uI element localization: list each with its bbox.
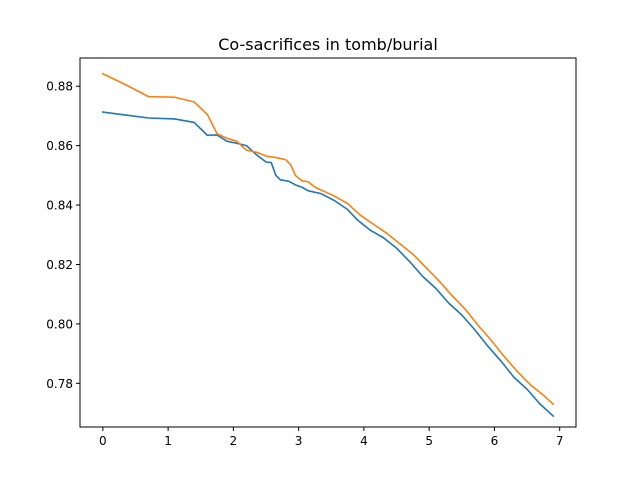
y-tick-label: 0.86 <box>46 139 73 153</box>
y-tick-label: 0.82 <box>46 258 73 272</box>
x-tick-label: 2 <box>230 434 238 448</box>
series-layer <box>101 72 555 418</box>
x-axis: 0 1 2 3 4 5 6 7 <box>99 427 564 448</box>
x-tick-label: 6 <box>491 434 499 448</box>
x-tick-label: 0 <box>99 434 107 448</box>
x-tick-label: 4 <box>360 434 368 448</box>
y-tick-label: 0.84 <box>46 199 73 213</box>
x-tick-label: 1 <box>164 434 172 448</box>
y-tick-label: 0.80 <box>46 317 73 331</box>
series-line-1 <box>101 111 555 418</box>
plot-area-frame <box>79 57 577 428</box>
y-axis: 0.78 0.80 0.82 0.84 0.86 0.88 <box>46 80 80 391</box>
x-tick-label: 5 <box>425 434 433 448</box>
chart-title: Co-sacrifices in tomb/burial <box>218 35 438 54</box>
y-tick-label: 0.78 <box>46 377 73 391</box>
x-tick-label: 7 <box>556 434 564 448</box>
series-line-2 <box>101 72 555 406</box>
y-tick-label: 0.88 <box>46 80 73 94</box>
x-tick-label: 3 <box>295 434 303 448</box>
